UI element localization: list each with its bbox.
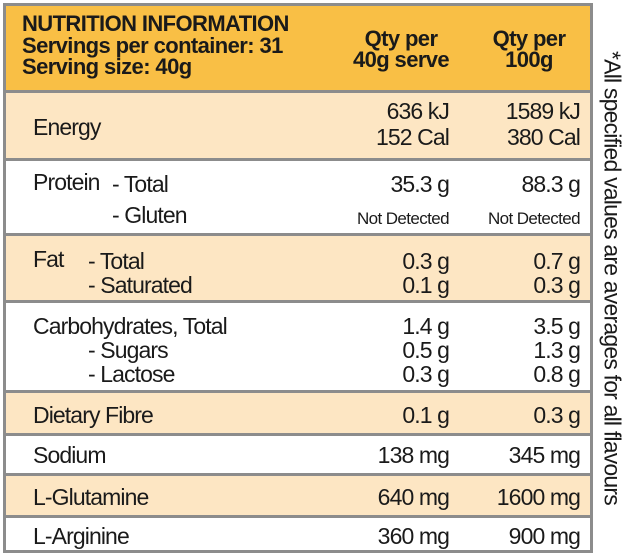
nutrition-table: NUTRITION INFORMATION Servings per conta…: [3, 3, 593, 553]
header-line: 100g: [505, 47, 553, 72]
column-header-per-serve: Qty per 40g serve: [336, 26, 466, 72]
value: 0.8 g: [533, 361, 581, 387]
value: 0.7 g: [533, 248, 581, 274]
row-carbohydrates: Carbohydrates, Total - Sugars - Lactose …: [6, 300, 590, 390]
value: 360 mg: [377, 523, 450, 549]
servings-per-container: Servings per container: 31: [22, 33, 283, 58]
header-line: Qty per: [492, 26, 566, 51]
value: 35.3 g: [390, 171, 449, 197]
value: 380 Cal: [507, 124, 581, 150]
row-sodium: Sodium 138 mg 345 mg: [6, 433, 590, 473]
value: 3.5 g: [533, 313, 581, 339]
row-sublabel: - Gluten: [112, 202, 188, 228]
row-sublabel: - Total: [88, 248, 145, 274]
header-line: Qty per: [364, 26, 438, 51]
value: Not Detected: [356, 209, 450, 228]
value: 1600 mg: [496, 484, 581, 510]
value: 640 mg: [377, 484, 450, 510]
row-label: Protein: [33, 169, 100, 195]
row-label: Sodium: [33, 442, 106, 468]
value: Not Detected: [487, 209, 581, 228]
row-label: Dietary Fibre: [33, 402, 154, 428]
row-sublabel: - Total: [112, 171, 169, 197]
value: 0.3 g: [533, 402, 581, 428]
row-label: Fat: [33, 246, 64, 272]
row-l-glutamine: L-Glutamine 640 mg 1600 mg: [6, 473, 590, 515]
row-protein: Protein - Total - Gluten 35.3 g Not Dete…: [6, 158, 590, 233]
value: 900 mg: [508, 523, 581, 549]
value: 0.1 g: [402, 272, 450, 298]
row-label: Energy: [33, 114, 101, 140]
row-label: L-Glutamine: [33, 484, 149, 510]
value: 88.3 g: [521, 171, 580, 197]
value: 0.5 g: [402, 337, 450, 363]
row-fat: Fat - Total - Saturated 0.3 g 0.1 g 0.7 …: [6, 233, 590, 300]
value: 0.3 g: [402, 248, 450, 274]
value: 345 mg: [508, 442, 581, 468]
serving-size: Serving size: 40g: [22, 54, 192, 79]
row-sublabel: - Saturated: [88, 272, 193, 298]
row-energy: Energy 636 kJ 152 Cal 1589 kJ 380 Cal: [6, 90, 590, 158]
row-sublabel: - Sugars: [88, 337, 169, 363]
value: 1589 kJ: [505, 98, 581, 124]
value: 138 mg: [377, 442, 450, 468]
footnote: *All specified values are averages for a…: [599, 51, 626, 505]
row-label: L-Arginine: [33, 523, 130, 549]
value: 0.1 g: [402, 402, 450, 428]
header-line: 40g serve: [352, 47, 450, 72]
table-title: NUTRITION INFORMATION: [22, 11, 289, 36]
column-header-per-100g: Qty per 100g: [469, 26, 589, 72]
value: 0.3 g: [533, 272, 581, 298]
row-label: Carbohydrates, Total: [33, 313, 228, 339]
value: 152 Cal: [376, 124, 450, 150]
value: 1.3 g: [533, 337, 581, 363]
row-sublabel: - Lactose: [88, 361, 175, 387]
value: 1.4 g: [402, 313, 450, 339]
value: 636 kJ: [386, 98, 450, 124]
value: 0.3 g: [402, 361, 450, 387]
row-l-arginine: L-Arginine 360 mg 900 mg: [6, 515, 590, 550]
row-dietary-fibre: Dietary Fibre 0.1 g 0.3 g: [6, 390, 590, 433]
table-header: NUTRITION INFORMATION Servings per conta…: [6, 6, 590, 90]
